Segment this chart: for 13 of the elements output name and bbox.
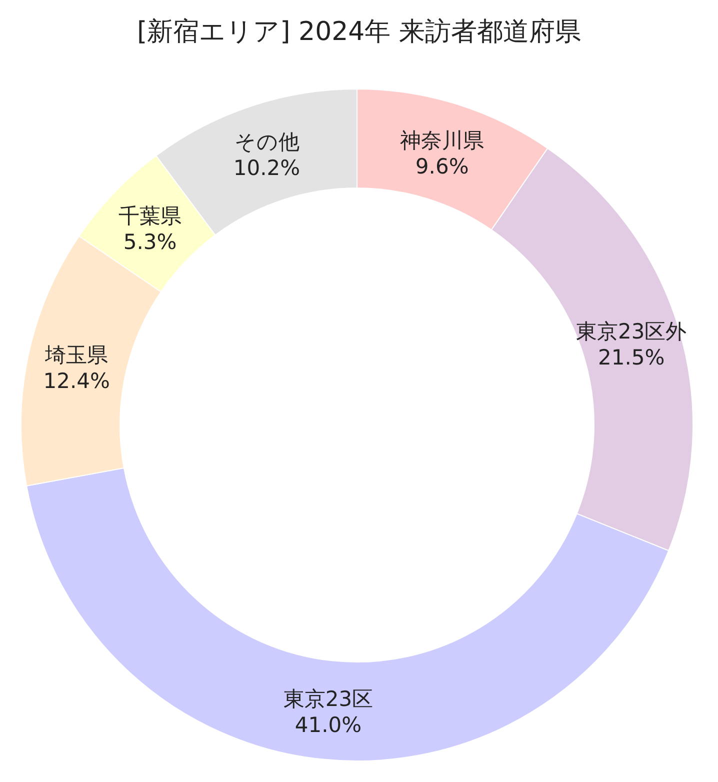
slice-label: 埼玉県: [44, 343, 108, 368]
data-label: 10.2%: [233, 156, 300, 180]
data-label: 5.3%: [123, 230, 177, 254]
slice-label: 神奈川県: [400, 128, 484, 152]
slice-label: 東京23区外: [576, 319, 687, 344]
slice-label: 千葉県: [118, 204, 182, 228]
data-label: 41.0%: [294, 713, 362, 738]
data-label: 21.5%: [598, 345, 665, 370]
data-label: 12.4%: [43, 369, 110, 394]
data-label: 9.6%: [415, 154, 469, 178]
chart-title: [新宿エリア] 2024年 来訪者都道府県: [137, 17, 581, 47]
slice-label: 東京23区: [283, 687, 374, 712]
slice-label: その他: [234, 130, 300, 154]
